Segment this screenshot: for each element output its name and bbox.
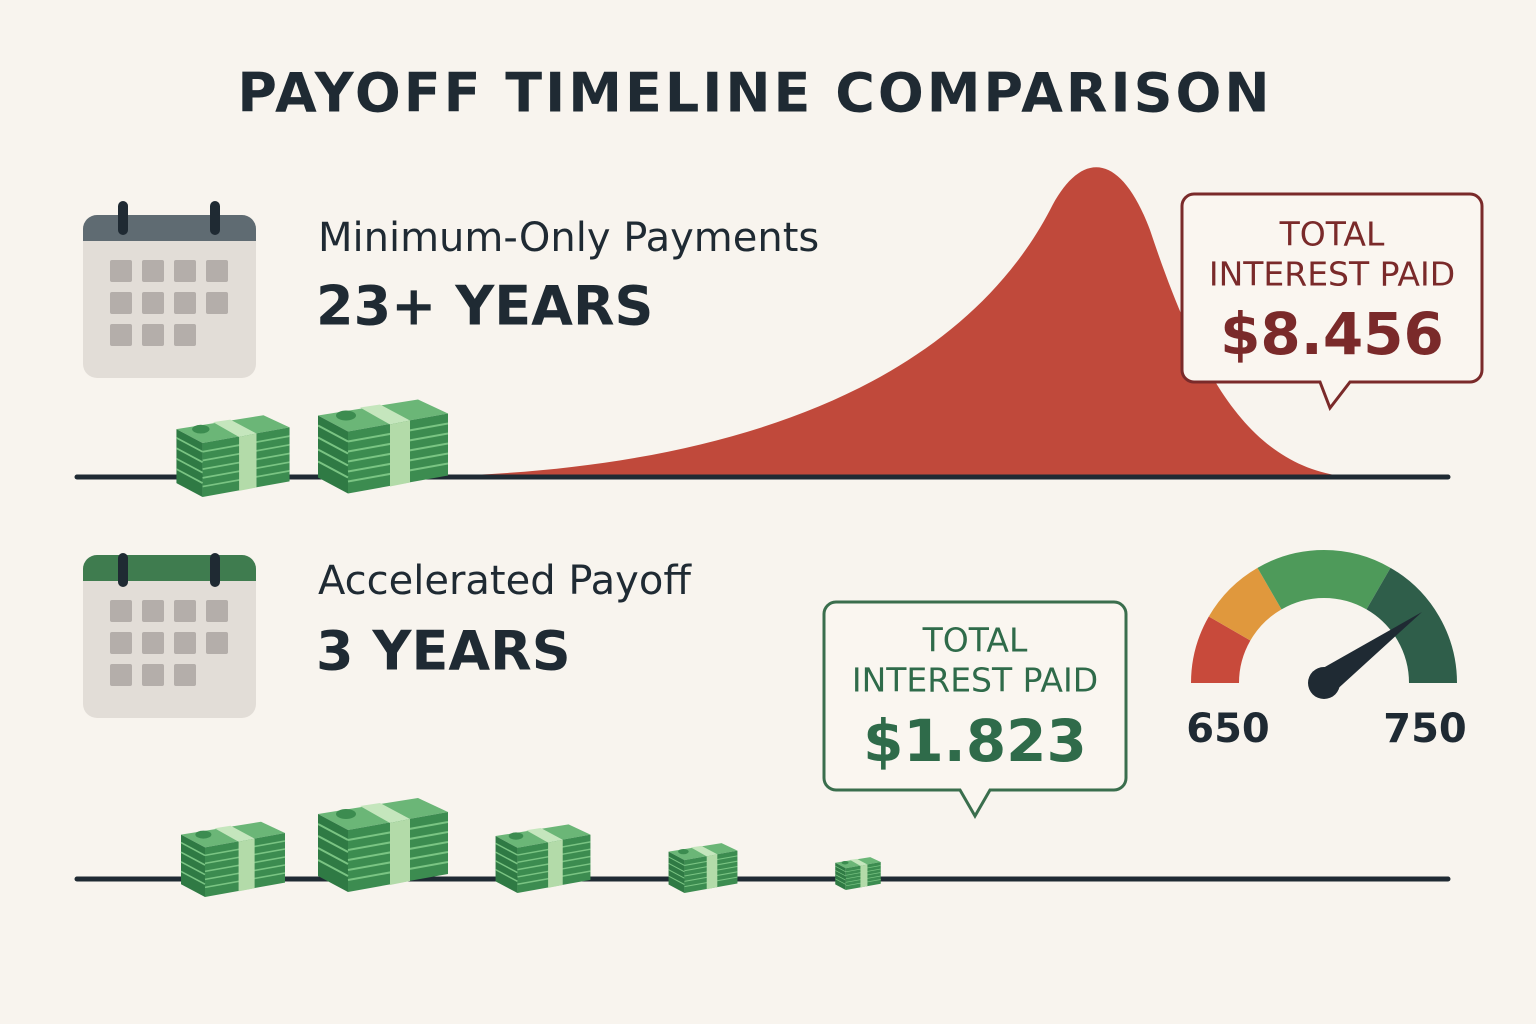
- callout-label: INTEREST PAID: [852, 661, 1098, 700]
- callout-label: TOTAL: [1279, 215, 1385, 254]
- callout: TOTAL INTEREST PAID $1.823: [822, 600, 1128, 820]
- gauge-max-label: 750: [1383, 706, 1467, 752]
- gauge-needle: [1316, 612, 1422, 694]
- money-stack: [175, 414, 291, 497]
- title: PAYOFF TIMELINE COMPARISON: [237, 62, 1272, 125]
- interest-curve: [440, 167, 1340, 476]
- callout-label: INTEREST PAID: [1209, 255, 1455, 294]
- gauge-min-label: 650: [1186, 706, 1270, 752]
- money-stack: [494, 823, 592, 893]
- duration: 3 YEARS: [316, 620, 571, 683]
- section-label: Minimum-Only Payments: [318, 215, 819, 261]
- duration: 23+ YEARS: [316, 275, 653, 338]
- money-stack: [834, 856, 882, 890]
- callout: TOTAL INTEREST PAID $8.456: [1180, 192, 1484, 412]
- gauge-hub: [1308, 667, 1340, 699]
- money-stack: [180, 820, 286, 897]
- section-label: Accelerated Payoff: [318, 558, 692, 604]
- money-stack: [667, 842, 739, 893]
- calendar-icon: [83, 201, 256, 378]
- calendar-icon: [83, 553, 256, 718]
- callout-label: TOTAL: [922, 621, 1028, 660]
- credit-gauge: [1191, 550, 1457, 684]
- callout-amount: $8.456: [1220, 300, 1444, 368]
- callout-amount: $1.823: [863, 707, 1087, 775]
